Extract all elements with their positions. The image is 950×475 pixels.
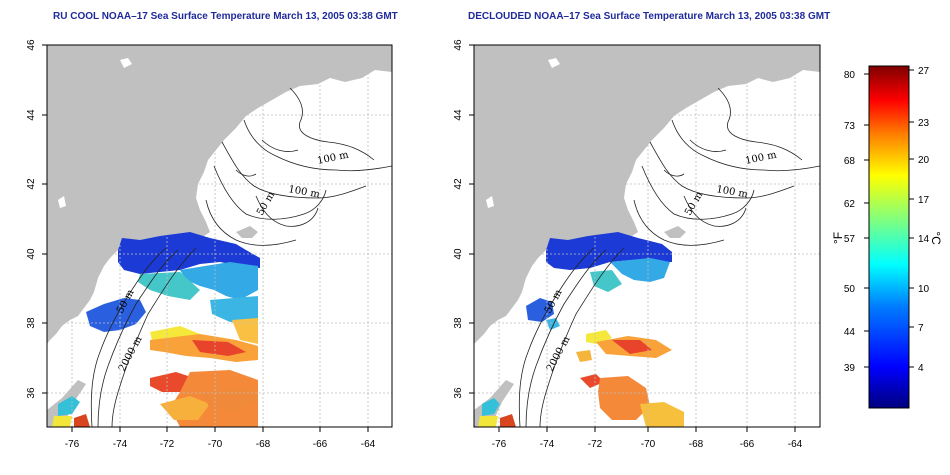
sst-data-left xyxy=(52,232,260,427)
lat-tick: 44 xyxy=(26,109,37,121)
lon-tick-labels: -76 -74 -72 -70 -68 -66 -64 xyxy=(65,439,376,450)
lat-tick-labels: 46 44 42 40 38 36 xyxy=(26,39,37,399)
lon-tick: -70 xyxy=(208,439,223,450)
celsius-tick: 17 xyxy=(918,195,930,206)
fahrenheit-tick: 50 xyxy=(844,284,856,295)
fahrenheit-tick: 73 xyxy=(844,121,856,132)
lat-tick: 44 xyxy=(453,109,464,121)
contour-label-100m: 100 m xyxy=(744,149,778,166)
fahrenheit-tick: 80 xyxy=(844,70,856,81)
contour-label-100m: 100 m xyxy=(316,149,350,166)
lon-tick: -66 xyxy=(313,439,328,450)
land-mass xyxy=(47,45,392,344)
lon-tick: -72 xyxy=(160,439,175,450)
lat-tick: 38 xyxy=(453,317,464,329)
celsius-tick: 20 xyxy=(918,155,930,166)
lake xyxy=(486,196,494,208)
celsius-ticks: 27 23 20 17 14 10 7 4 xyxy=(918,66,930,374)
lon-tick-labels: -76 -74 -72 -70 -68 -66 -64 xyxy=(492,439,803,450)
lon-tick: -70 xyxy=(641,439,656,450)
fahrenheit-tick: 62 xyxy=(844,199,856,210)
map-frame xyxy=(473,44,821,428)
lon-tick: -76 xyxy=(65,439,80,450)
lat-tick: 40 xyxy=(26,248,37,260)
fahrenheit-tick: 68 xyxy=(844,156,856,167)
celsius-tick: 27 xyxy=(918,66,930,77)
left-panel-title: RU COOL NOAA–17 Sea Surface Temperature … xyxy=(53,11,398,22)
contour-label-50m: 50 m xyxy=(683,190,705,218)
fahrenheit-ticks: 80 73 68 62 57 50 44 39 xyxy=(844,70,856,374)
sst-data-right xyxy=(478,232,684,427)
contour-label-2000m: 2000 m xyxy=(117,334,145,373)
celsius-tick: 14 xyxy=(918,234,930,245)
lon-tick: -64 xyxy=(361,439,376,450)
lat-tick: 36 xyxy=(26,387,37,399)
lon-tick: -68 xyxy=(256,439,271,450)
fahrenheit-unit-label: °F xyxy=(831,232,845,244)
contour-label-2000m: 2000 m xyxy=(545,334,573,373)
lat-tick: 38 xyxy=(26,317,37,329)
lat-tick: 46 xyxy=(453,39,464,51)
lake xyxy=(120,58,132,68)
temperature-colorbar: 80 73 68 62 57 50 44 39 27 23 20 17 14 1… xyxy=(831,65,943,409)
lake xyxy=(58,196,66,208)
lat-tick: 40 xyxy=(453,248,464,260)
left-map-panel: 100 m 100 m 50 m 50 m 2000 m -76 -74 -72… xyxy=(26,39,393,450)
lon-tick: -74 xyxy=(113,439,128,450)
graticule xyxy=(47,45,392,427)
celsius-tick: 10 xyxy=(918,284,930,295)
bathymetry-contours xyxy=(90,87,392,427)
bathymetry-contours xyxy=(518,87,820,427)
map-frame xyxy=(46,44,393,428)
fahrenheit-tick: 39 xyxy=(844,363,856,374)
lat-tick: 46 xyxy=(26,39,37,51)
lake xyxy=(548,58,560,68)
land-mass xyxy=(474,45,820,344)
celsius-unit-label: °C xyxy=(929,231,943,245)
lon-tick: -72 xyxy=(588,439,603,450)
lat-tick: 36 xyxy=(453,387,464,399)
graticule xyxy=(474,45,820,427)
fahrenheit-tick: 57 xyxy=(844,234,856,245)
celsius-tick: 23 xyxy=(918,118,930,129)
celsius-tick: 7 xyxy=(918,323,924,334)
lat-tick: 42 xyxy=(26,178,37,190)
cape-cod xyxy=(664,226,686,238)
cape-cod xyxy=(236,226,258,238)
lon-tick: -64 xyxy=(788,439,803,450)
lat-tick-labels: 46 44 42 40 38 36 xyxy=(453,39,464,399)
lon-tick: -76 xyxy=(492,439,507,450)
lon-tick: -68 xyxy=(689,439,704,450)
lon-tick: -74 xyxy=(540,439,555,450)
colorbar-gradient xyxy=(868,65,910,409)
right-map-panel: 100 m 100 m 50 m 50 m 2000 m -76 -74 -72… xyxy=(453,39,821,450)
contour-label-50m: 50 m xyxy=(255,190,277,218)
fahrenheit-tick: 44 xyxy=(844,327,856,338)
lat-tick: 42 xyxy=(453,178,464,190)
celsius-tick: 4 xyxy=(918,363,924,374)
right-panel-title: DECLOUDED NOAA–17 Sea Surface Temperatur… xyxy=(468,11,831,22)
lon-tick: -66 xyxy=(740,439,755,450)
